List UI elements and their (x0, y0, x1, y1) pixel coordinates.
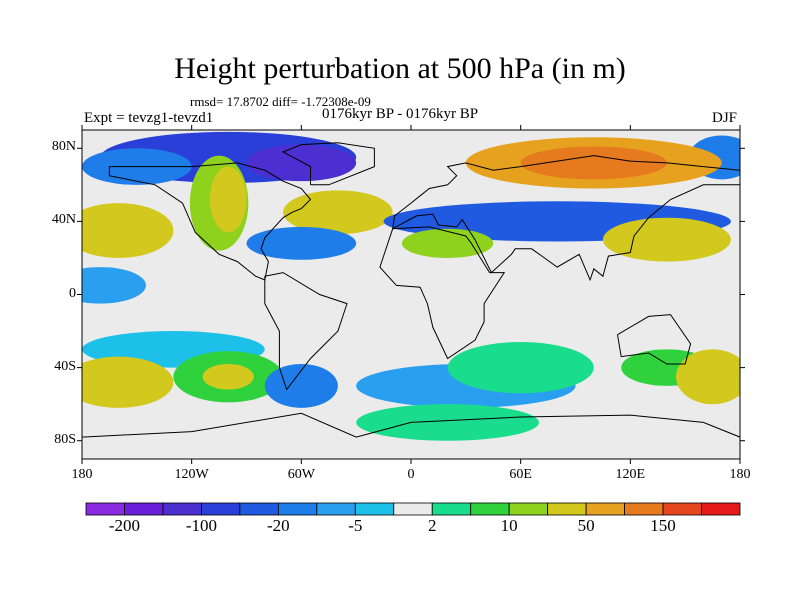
colorbar-swatch-2 (162, 502, 202, 516)
coastline-1 (281, 142, 375, 186)
colorbar-swatch-15 (662, 502, 702, 516)
coastline-0 (108, 162, 312, 281)
colorbar-label-7: 150 (650, 516, 676, 535)
colorbar-label-6: 50 (577, 516, 595, 535)
colorbar-swatch-5 (277, 502, 318, 516)
anomaly-blob-5 (520, 146, 667, 180)
colorbar-label-0: -200 (108, 516, 141, 535)
anomaly-blob-21 (447, 342, 594, 394)
anomaly-blob-24 (356, 404, 539, 441)
colorbar (85, 502, 741, 516)
anomaly-blob-19 (264, 363, 338, 408)
anomaly-field-layer (82, 131, 740, 441)
colorbar-swatch-13 (585, 502, 625, 516)
colorbar-swatch-0 (85, 502, 125, 516)
lon-label-0: 180 (71, 467, 93, 482)
anomaly-blob-8 (209, 166, 247, 233)
lat-label-4: 80S (54, 431, 76, 447)
coastline-6 (82, 412, 740, 438)
lat-label-2: 0 (69, 285, 76, 301)
colorbar-swatch-9 (431, 502, 472, 516)
coastline-2 (264, 272, 348, 391)
colorbar-label-3: -5 (348, 516, 363, 535)
anomaly-blob-18 (202, 363, 254, 390)
anomaly-blob-1 (246, 144, 357, 182)
colorbar-label-4: 2 (427, 516, 437, 535)
lon-label-1: 120W (174, 467, 209, 482)
anomaly-blob-11 (82, 203, 174, 258)
page-title: Height perturbation at 500 hPa (in m) (174, 52, 626, 85)
colorbar-swatch-11 (508, 502, 549, 516)
anomaly-blob-12 (602, 217, 731, 262)
period-label: 0176kyr BP - 0176kyr BP (322, 106, 479, 122)
anomaly-blob-13 (401, 228, 494, 258)
lon-label-4: 60E (509, 467, 532, 482)
anomaly-blob-16 (82, 356, 174, 408)
coastline-4 (392, 155, 740, 282)
lon-label-3: 0 (407, 467, 415, 482)
colorbar-swatch-16 (701, 502, 741, 516)
colorbar-label-2: -20 (267, 516, 290, 535)
colorbar-swatch-6 (316, 502, 356, 516)
anomaly-blob-23 (676, 349, 740, 405)
lat-label-3: 40S (54, 358, 76, 374)
colorbar-swatch-8 (393, 502, 433, 516)
anomaly-blob-6 (283, 190, 393, 235)
colorbar-swatch-12 (547, 502, 587, 516)
anomaly-blob-14 (82, 267, 146, 304)
lon-label-2: 60W (287, 467, 315, 482)
lon-label-5: 120E (615, 467, 646, 482)
colorbar-swatch-7 (354, 502, 395, 516)
axis-ticks (77, 125, 745, 464)
colorbar-swatch-4 (239, 502, 279, 516)
colorbar-swatch-1 (124, 502, 164, 516)
colorbar-swatch-3 (201, 502, 241, 516)
lat-label-0: 80N (51, 139, 76, 155)
lon-label-6: 180 (729, 467, 751, 482)
experiment-label: Expt = tevzg1-tevzd1 (84, 110, 214, 126)
colorbar-label-5: 10 (500, 516, 518, 535)
coastline-5 (617, 314, 692, 365)
coastline-layer (82, 142, 740, 438)
statistics-label: rmsd= 17.8702 diff= -1.72308e-09 (190, 94, 371, 109)
coastline-3 (379, 226, 506, 360)
colorbar-swatch-14 (624, 502, 664, 516)
colorbar-label-1: -100 (185, 516, 217, 535)
anomaly-blob-10 (246, 226, 357, 260)
season-label: DJF (712, 110, 738, 126)
lat-label-1: 40N (51, 212, 76, 228)
colorbar-swatch-10 (470, 502, 510, 516)
